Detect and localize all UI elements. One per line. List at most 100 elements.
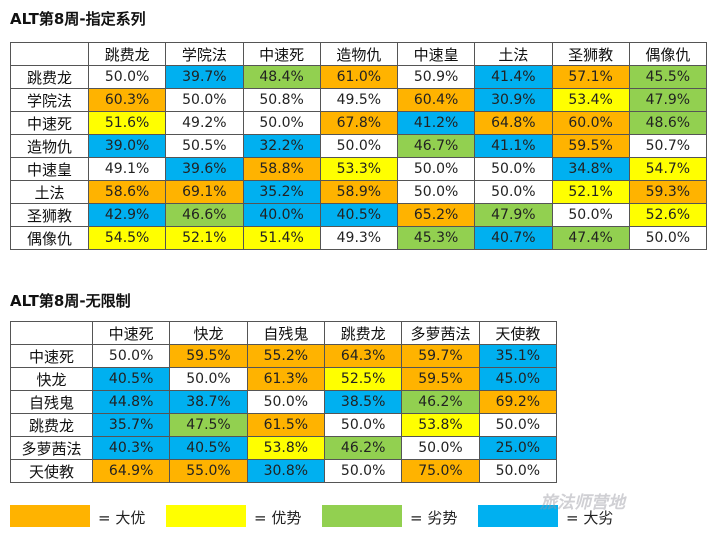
column-header: 造物仇 [319, 42, 399, 66]
column-header: 学院法 [165, 42, 244, 66]
winrate-cell: 39.7% [165, 65, 244, 89]
column-header: 天使教 [478, 321, 558, 345]
winrate-cell: 45.5% [628, 65, 708, 89]
winrate-cell: 45.3% [396, 226, 476, 250]
column-header: 中速皇 [396, 42, 476, 66]
row-header: 跳费龙 [10, 413, 93, 437]
header-row: 跳费龙 学院法 中速死 造物仇 中速皇 土法 圣狮教 偶像仇 [10, 42, 708, 66]
table-row: 快龙 40.5% 50.0% 61.3% 52.5% 59.5% 45.0% [10, 367, 558, 391]
table-row: 偶像仇 54.5% 52.1% 51.4% 49.3% 45.3% 40.7% 47.4% 50… [10, 226, 708, 250]
matchup-table-specified: 跳费龙 学院法 中速死 造物仇 中速皇 土法 圣狮教 偶像仇 跳费龙 50.0% 39.7% 48.4… [10, 42, 708, 250]
winrate-cell: 55.2% [246, 344, 325, 368]
winrate-cell: 69.2% [478, 390, 558, 414]
column-header: 土法 [474, 42, 553, 66]
winrate-cell: 41.4% [474, 65, 553, 89]
winrate-cell: 52.6% [628, 203, 708, 227]
winrate-cell: 50.0% [628, 226, 708, 250]
winrate-cell: 35.7% [91, 413, 171, 437]
winrate-cell: 61.3% [246, 367, 325, 391]
winrate-cell: 64.8% [474, 111, 553, 135]
winrate-cell: 50.0% [478, 413, 558, 437]
winrate-cell: 38.7% [169, 390, 248, 414]
winrate-cell: 57.1% [551, 65, 630, 89]
winrate-cell: 54.7% [628, 157, 708, 181]
winrate-cell: 61.5% [246, 413, 325, 437]
winrate-cell: 50.0% [242, 111, 321, 135]
winrate-cell: 40.5% [319, 203, 399, 227]
winrate-cell: 50.0% [87, 65, 167, 89]
table-row: 中速死 50.0% 59.5% 55.2% 64.3% 59.7% 35.1% [10, 344, 558, 368]
winrate-cell: 60.3% [87, 88, 167, 112]
column-header: 偶像仇 [628, 42, 708, 66]
column-header: 多萝茜法 [401, 321, 480, 345]
table-row: 跳费龙 35.7% 47.5% 61.5% 50.0% 53.8% 50.0% [10, 413, 558, 437]
legend-label: = 大优 [98, 509, 146, 527]
winrate-cell: 46.2% [401, 390, 480, 414]
column-header: 中速死 [242, 42, 321, 66]
winrate-cell: 50.0% [474, 180, 553, 204]
table-row: 土法 58.6% 69.1% 35.2% 58.9% 50.0% 50.0% 52.1% 59.… [10, 180, 708, 204]
table-row: 跳费龙 50.0% 39.7% 48.4% 61.0% 50.9% 41.4% 57.1% 45… [10, 65, 708, 89]
winrate-cell: 39.6% [165, 157, 244, 181]
winrate-cell: 50.0% [551, 203, 630, 227]
winrate-cell: 50.9% [396, 65, 476, 89]
winrate-cell: 40.3% [91, 436, 171, 460]
row-header: 跳费龙 [10, 65, 89, 89]
winrate-cell: 52.5% [323, 367, 403, 391]
table-row: 中速皇 49.1% 39.6% 58.8% 53.3% 50.0% 50.0% 34.8% 54… [10, 157, 708, 181]
winrate-cell: 49.2% [165, 111, 244, 135]
winrate-cell: 35.2% [242, 180, 321, 204]
winrate-cell: 25.0% [478, 436, 558, 460]
row-header: 中速死 [10, 111, 89, 135]
corner-cell [10, 42, 89, 66]
section2-title: ALT第8周-无限制 [10, 292, 131, 310]
row-header: 圣狮教 [10, 203, 89, 227]
winrate-cell: 45.0% [478, 367, 558, 391]
winrate-cell: 40.7% [474, 226, 553, 250]
winrate-cell: 49.5% [319, 88, 399, 112]
winrate-cell: 58.8% [242, 157, 321, 181]
winrate-cell: 64.3% [323, 344, 403, 368]
table-row: 圣狮教 42.9% 46.6% 40.0% 40.5% 65.2% 47.9% 50.0% 52… [10, 203, 708, 227]
row-header: 中速死 [10, 344, 93, 368]
header-row: 中速死 快龙 自残鬼 跳费龙 多萝茜法 天使教 [10, 321, 558, 345]
winrate-cell: 48.6% [628, 111, 708, 135]
winrate-cell: 50.0% [396, 157, 476, 181]
winrate-cell: 50.5% [165, 134, 244, 158]
winrate-cell: 50.0% [169, 367, 248, 391]
row-header: 偶像仇 [10, 226, 89, 250]
winrate-cell: 50.0% [474, 157, 553, 181]
winrate-cell: 52.1% [551, 180, 630, 204]
winrate-cell: 58.9% [319, 180, 399, 204]
column-header: 自残鬼 [246, 321, 325, 345]
winrate-cell: 50.0% [401, 436, 480, 460]
row-header: 快龙 [10, 367, 93, 391]
winrate-cell: 38.5% [323, 390, 403, 414]
winrate-cell: 54.5% [87, 226, 167, 250]
winrate-cell: 65.2% [396, 203, 476, 227]
winrate-cell: 32.2% [242, 134, 321, 158]
winrate-cell: 44.8% [91, 390, 171, 414]
winrate-cell: 48.4% [242, 65, 321, 89]
column-header: 圣狮教 [551, 42, 630, 66]
section1-title: ALT第8周-指定系列 [10, 10, 146, 28]
legend-label: = 劣势 [410, 509, 458, 527]
winrate-cell: 30.8% [246, 459, 325, 483]
winrate-cell: 51.6% [87, 111, 167, 135]
row-header: 土法 [10, 180, 89, 204]
row-header: 天使教 [10, 459, 93, 483]
winrate-cell: 47.9% [628, 88, 708, 112]
winrate-cell: 53.3% [319, 157, 399, 181]
winrate-cell: 41.1% [474, 134, 553, 158]
row-header: 学院法 [10, 88, 89, 112]
winrate-cell: 50.0% [323, 459, 403, 483]
winrate-cell: 59.7% [401, 344, 480, 368]
table-row: 天使教 64.9% 55.0% 30.8% 50.0% 75.0% 50.0% [10, 459, 558, 483]
watermark: 旅法师营地 [540, 493, 625, 513]
legend-swatch [322, 505, 402, 527]
legend-label: = 优势 [254, 509, 302, 527]
winrate-cell: 39.0% [87, 134, 167, 158]
winrate-cell: 53.8% [401, 413, 480, 437]
winrate-cell: 59.5% [169, 344, 248, 368]
legend-swatch [10, 505, 90, 527]
